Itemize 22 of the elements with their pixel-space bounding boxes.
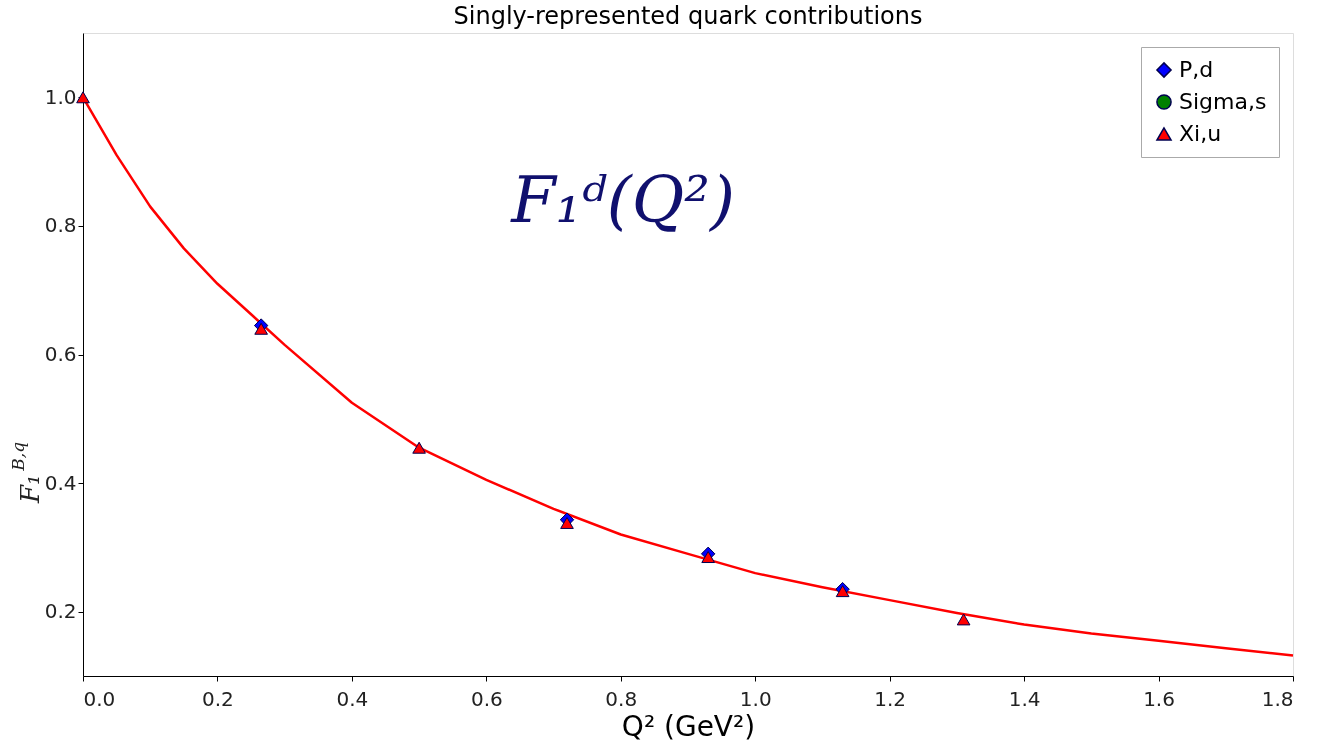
x-tick-label: 0.0 — [83, 686, 116, 711]
x-tick-label: 0.6 — [470, 686, 503, 711]
legend-label: Sigma,s — [1179, 89, 1267, 114]
x-tick-label: 1.8 — [1261, 686, 1294, 711]
x-tick-label: 1.4 — [1008, 686, 1041, 711]
x-tick-label: 1.0 — [739, 686, 772, 711]
annotation: F₁ᵈ(Q²) — [510, 163, 735, 237]
legend-label: P,d — [1179, 57, 1214, 82]
chart-title: Singly-represented quark contributions — [453, 2, 923, 30]
y-tick-label: 0.6 — [44, 342, 77, 366]
y-tick-label: 1.0 — [44, 84, 77, 109]
y-axis-title: F₁B,q — [8, 441, 45, 504]
y-tick-label: 0.8 — [44, 213, 77, 238]
x-tick-label: 0.2 — [202, 686, 234, 711]
y-tick-label: 0.4 — [44, 470, 77, 495]
x-tick-label: 0.4 — [336, 686, 369, 711]
x-tick-label: 0.8 — [605, 686, 638, 711]
legend-label: Xi,u — [1179, 121, 1222, 146]
x-tick-label: 1.2 — [874, 686, 907, 711]
x-axis-title: Q² (GeV²) — [621, 709, 756, 743]
x-tick-label: 1.6 — [1143, 686, 1175, 711]
y-tick-label: 0.2 — [44, 599, 77, 624]
